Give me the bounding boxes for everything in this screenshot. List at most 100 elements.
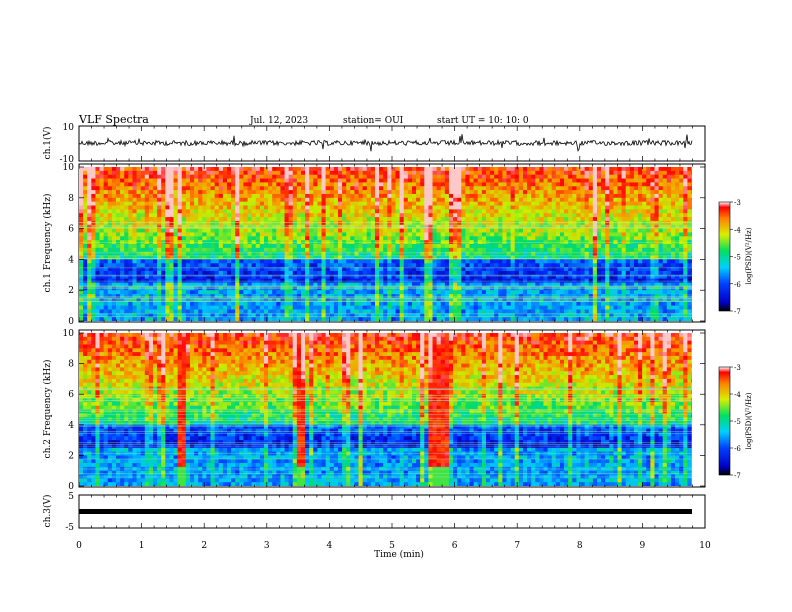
spectrogram-cell — [317, 282, 323, 287]
spectrogram-cell — [374, 251, 380, 257]
spectrogram-cell — [280, 267, 286, 272]
spectrogram-cell — [440, 178, 446, 183]
spectrogram-cell — [263, 255, 269, 260]
spectrogram-cell — [461, 247, 467, 253]
spectrogram-cell — [407, 209, 413, 214]
spectrogram-cell — [152, 251, 158, 257]
spectrogram-cell — [325, 236, 331, 241]
spectrogram-cell — [210, 286, 216, 291]
spectrogram-cell — [181, 313, 187, 318]
spectrogram-cell — [510, 182, 516, 187]
spectrogram-cell — [342, 290, 347, 295]
spectrogram-cell — [506, 251, 512, 257]
spectrogram-cell — [177, 267, 183, 272]
spectrogram-cell — [132, 167, 138, 172]
spectrogram-cell — [564, 301, 569, 307]
spectrogram-cell — [572, 251, 577, 257]
spectrogram-cell — [161, 228, 166, 234]
spectrogram-cell — [518, 301, 524, 307]
spectrogram-cell — [354, 251, 360, 257]
spectrogram-cell — [465, 178, 471, 183]
spectrogram-cell — [531, 236, 536, 241]
spectrogram-cell — [539, 255, 545, 260]
spectrogram-cell — [292, 263, 298, 268]
spectrogram-cell — [206, 247, 212, 253]
spectrogram-cell — [128, 205, 134, 210]
spectrogram-cell — [506, 247, 512, 253]
spectrogram-cell — [461, 290, 467, 295]
spectrogram-cell — [116, 309, 121, 314]
spectrogram-cell — [300, 309, 306, 314]
spectrogram-cell — [485, 290, 491, 295]
spectrogram-cell — [354, 170, 360, 176]
spectrogram-cell — [263, 209, 269, 214]
spectrogram-cell — [485, 186, 491, 191]
spectrogram-cell — [206, 174, 212, 180]
spectrogram-cell — [165, 209, 171, 214]
spectrogram-cell — [440, 301, 446, 307]
spectrogram-cell — [395, 244, 401, 249]
spectrogram-cell — [152, 209, 158, 214]
spectrogram-cell — [321, 244, 327, 249]
spectrogram-cell — [555, 270, 561, 276]
spectrogram-cell — [342, 270, 347, 276]
spectrogram-cell — [247, 201, 253, 207]
spectrogram-cell — [547, 255, 553, 260]
spectrogram-cell — [453, 301, 458, 307]
spectrogram-cell — [313, 274, 319, 280]
spectrogram-cell — [255, 186, 261, 191]
spectrogram-cell — [527, 213, 532, 218]
spectrogram-cell — [91, 251, 97, 257]
spectrogram-cell — [140, 228, 146, 234]
spectrogram-cell — [309, 205, 314, 210]
spectrogram-cell — [87, 263, 92, 268]
spectrogram-cell — [572, 301, 577, 307]
spectrogram-cell — [292, 201, 298, 207]
spectrogram-cell — [374, 228, 380, 234]
spectrogram-cell — [580, 247, 586, 253]
spectrogram-cell — [424, 301, 430, 307]
spectrogram-cell — [407, 228, 413, 234]
spectrogram-cell — [539, 270, 545, 276]
spectrogram-cell — [268, 220, 273, 226]
spectrogram-cell — [198, 228, 203, 234]
spectrogram-cell — [148, 309, 154, 314]
spectrogram-cell — [432, 251, 438, 257]
spectrogram-cell — [407, 286, 413, 291]
spectrogram-cell — [251, 190, 257, 195]
spectrogram-cell — [202, 190, 208, 195]
spectrogram-cell — [189, 205, 195, 210]
spectrogram-cell — [424, 209, 430, 214]
spectrogram-cell — [161, 244, 166, 249]
spectrogram-cell — [383, 167, 388, 172]
spectrogram-cell — [576, 294, 582, 299]
spectrogram-cell — [263, 263, 269, 268]
spectrogram-cell — [91, 209, 97, 214]
spectrogram-cell — [317, 186, 323, 191]
spectrogram-cell — [518, 232, 524, 237]
spectrogram-cell — [522, 259, 528, 264]
spectrogram-cell — [494, 186, 499, 191]
spectrogram-cell — [374, 174, 380, 180]
spectrogram-cell — [157, 217, 162, 222]
spectrogram-cell — [210, 167, 216, 172]
spectrogram-cell — [231, 251, 236, 257]
spectrogram-cell — [243, 294, 249, 299]
spectrogram-cell — [231, 309, 236, 314]
spectrogram-cell — [494, 232, 499, 237]
spectrogram-cell — [132, 247, 138, 253]
spectrogram-cell — [559, 317, 565, 321]
spectrogram-cell — [321, 217, 327, 222]
spectrogram-cell — [144, 209, 150, 214]
spectrogram-cell — [527, 186, 532, 191]
spectrogram-cell — [165, 259, 171, 264]
spectrogram-cell — [399, 301, 405, 307]
spectrogram-cell — [313, 174, 319, 180]
spectrogram-cell — [370, 247, 376, 253]
spectrogram-cell — [148, 282, 154, 287]
spectrogram-cell — [317, 305, 323, 311]
spectrogram-cell — [120, 305, 125, 311]
spectrogram-cell — [383, 274, 388, 280]
spectrogram-cell — [477, 309, 483, 314]
spectrogram-cell — [485, 286, 491, 291]
